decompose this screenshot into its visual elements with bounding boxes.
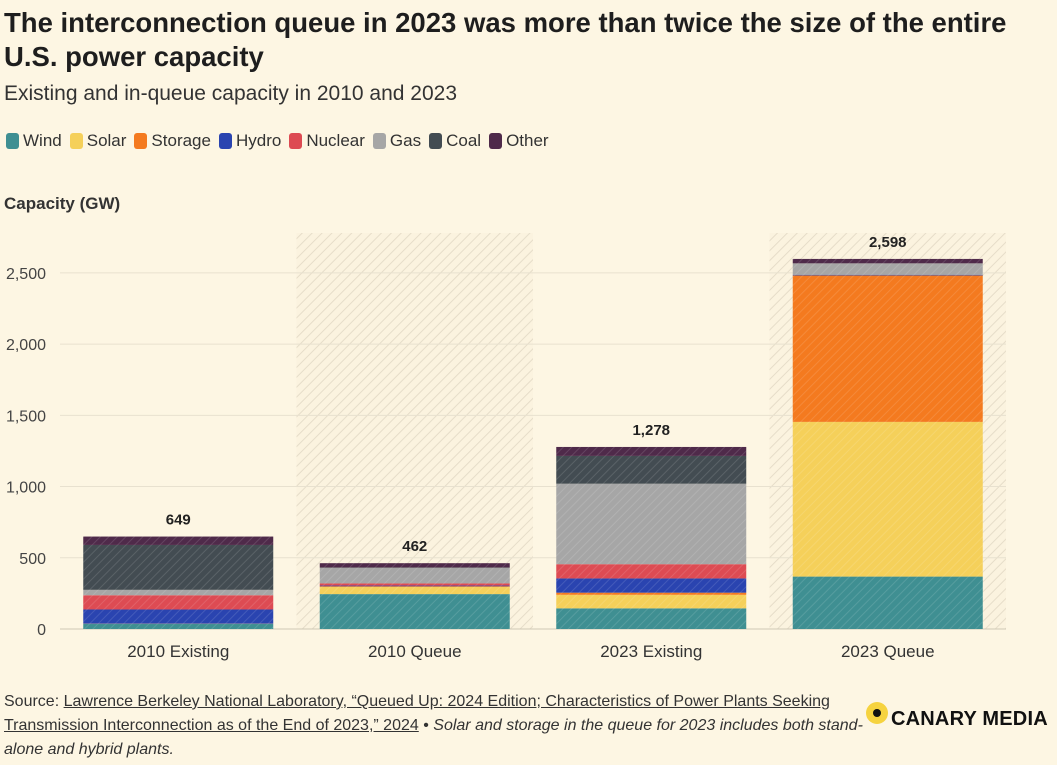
bar-texture-wind-2010-queue bbox=[319, 594, 510, 629]
bar-texture-storage-2023-queue bbox=[792, 275, 983, 422]
y-tick-label: 2,000 bbox=[6, 337, 46, 354]
bar-texture-gas-2023-queue bbox=[792, 263, 983, 275]
bar-texture-storage-2023-existing bbox=[556, 592, 747, 595]
legend-label-storage: Storage bbox=[151, 131, 211, 150]
legend-label-hydro: Hydro bbox=[235, 131, 282, 150]
y-tick-label: 500 bbox=[19, 551, 46, 568]
legend-swatch-solar bbox=[69, 133, 83, 149]
bar-texture-hydro-2023-existing bbox=[556, 578, 747, 593]
legend-item-other[interactable]: Other bbox=[489, 131, 549, 151]
bar-texture-hydro-2023-queue bbox=[792, 274, 983, 276]
chart-title: The interconnection queue in 2023 was mo… bbox=[4, 7, 1007, 72]
legend-label-solar: Solar bbox=[86, 131, 127, 150]
y-axis-title: Capacity (GW) bbox=[4, 194, 121, 213]
canary-media-logo: CANARY MEDIA bbox=[866, 701, 1048, 731]
bar-texture-coal-2010-existing bbox=[83, 544, 274, 590]
legend-label-gas: Gas bbox=[389, 131, 422, 150]
bar-texture-coal-2023-existing bbox=[556, 455, 747, 484]
y-tick-label: 1,500 bbox=[6, 408, 46, 425]
legend-item-nuclear[interactable]: Nuclear bbox=[289, 131, 365, 151]
x-tick-label-2023-queue: 2023 Queue bbox=[841, 642, 935, 661]
y-tick-label: 0 bbox=[37, 622, 46, 639]
bar-texture-other-2010-existing bbox=[83, 536, 274, 545]
legend-item-gas[interactable]: Gas bbox=[372, 131, 422, 151]
legend-item-wind[interactable]: Wind bbox=[6, 131, 62, 151]
canary-dot-icon bbox=[866, 701, 888, 724]
legend-swatch-gas bbox=[372, 133, 386, 149]
legend-label-coal: Coal bbox=[446, 131, 482, 150]
total-label-2010-queue: 462 bbox=[402, 538, 427, 555]
highlight-band-2010-queue bbox=[296, 233, 533, 629]
legend-label-nuclear: Nuclear bbox=[306, 131, 365, 150]
x-tick-label-2010-queue: 2010 Queue bbox=[368, 642, 462, 661]
legend-item-solar[interactable]: Solar bbox=[69, 131, 127, 151]
brand-name: CANARY MEDIA bbox=[891, 708, 1048, 730]
source-link[interactable]: Lawrence Berkeley National Laboratory, “… bbox=[4, 693, 830, 734]
total-label-2023-existing: 1,278 bbox=[632, 422, 670, 439]
legend-item-coal[interactable]: Coal bbox=[429, 131, 481, 151]
x-tick-label-2023-existing: 2023 Existing bbox=[600, 642, 702, 661]
legend-swatch-hydro bbox=[218, 133, 232, 149]
legend-item-hydro[interactable]: Hydro bbox=[218, 131, 282, 151]
bar-texture-other-2023-existing bbox=[556, 446, 747, 456]
bar-texture-other-2010-queue bbox=[319, 563, 510, 568]
bar-texture-hydro-2010-queue bbox=[319, 585, 510, 587]
legend: Wind Solar Storage Hydro Nuclear Gas Coa… bbox=[6, 131, 557, 151]
source-prefix: Source: bbox=[4, 693, 64, 710]
bar-texture-nuclear-2010-existing bbox=[83, 595, 274, 610]
bar-texture-nuclear-2010-queue bbox=[319, 583, 510, 586]
bar-texture-solar-2010-queue bbox=[319, 586, 510, 595]
legend-item-storage[interactable]: Storage bbox=[134, 131, 211, 151]
chart-subtitle: Existing and in-queue capacity in 2010 a… bbox=[4, 82, 457, 105]
bar-texture-storage-2010-queue bbox=[319, 586, 510, 587]
bar-texture-other-2023-queue bbox=[792, 258, 983, 264]
bar-texture-wind-2010-existing bbox=[83, 624, 274, 629]
legend-label-wind: Wind bbox=[23, 131, 62, 150]
x-tick-label-2010-existing: 2010 Existing bbox=[127, 642, 229, 661]
bar-texture-solar-2023-queue bbox=[792, 421, 983, 577]
bar-texture-nuclear-2023-existing bbox=[556, 564, 747, 579]
source-separator: • bbox=[418, 717, 434, 734]
total-label-2010-existing: 649 bbox=[166, 512, 191, 529]
bar-texture-gas-2010-existing bbox=[83, 589, 274, 596]
total-label-2023-queue: 2,598 bbox=[869, 234, 907, 251]
legend-swatch-other bbox=[489, 133, 503, 149]
bar-texture-hydro-2010-existing bbox=[83, 609, 274, 624]
legend-swatch-coal bbox=[429, 133, 443, 149]
legend-swatch-wind bbox=[6, 133, 19, 149]
bar-texture-wind-2023-existing bbox=[556, 608, 747, 629]
bar-texture-gas-2010-queue bbox=[319, 567, 510, 584]
y-tick-label: 2,500 bbox=[6, 266, 46, 283]
legend-label-other: Other bbox=[506, 131, 549, 150]
legend-swatch-storage bbox=[134, 133, 148, 149]
source-note: Solar and storage in the queue for 2023 … bbox=[4, 717, 863, 758]
source-footer: Source: Lawrence Berkeley National Labor… bbox=[4, 690, 864, 762]
bar-texture-wind-2023-queue bbox=[792, 576, 983, 629]
legend-swatch-nuclear bbox=[289, 133, 303, 149]
bar-texture-gas-2023-existing bbox=[556, 483, 747, 565]
y-tick-label: 1,000 bbox=[6, 480, 46, 497]
bar-texture-solar-2023-existing bbox=[556, 594, 747, 609]
